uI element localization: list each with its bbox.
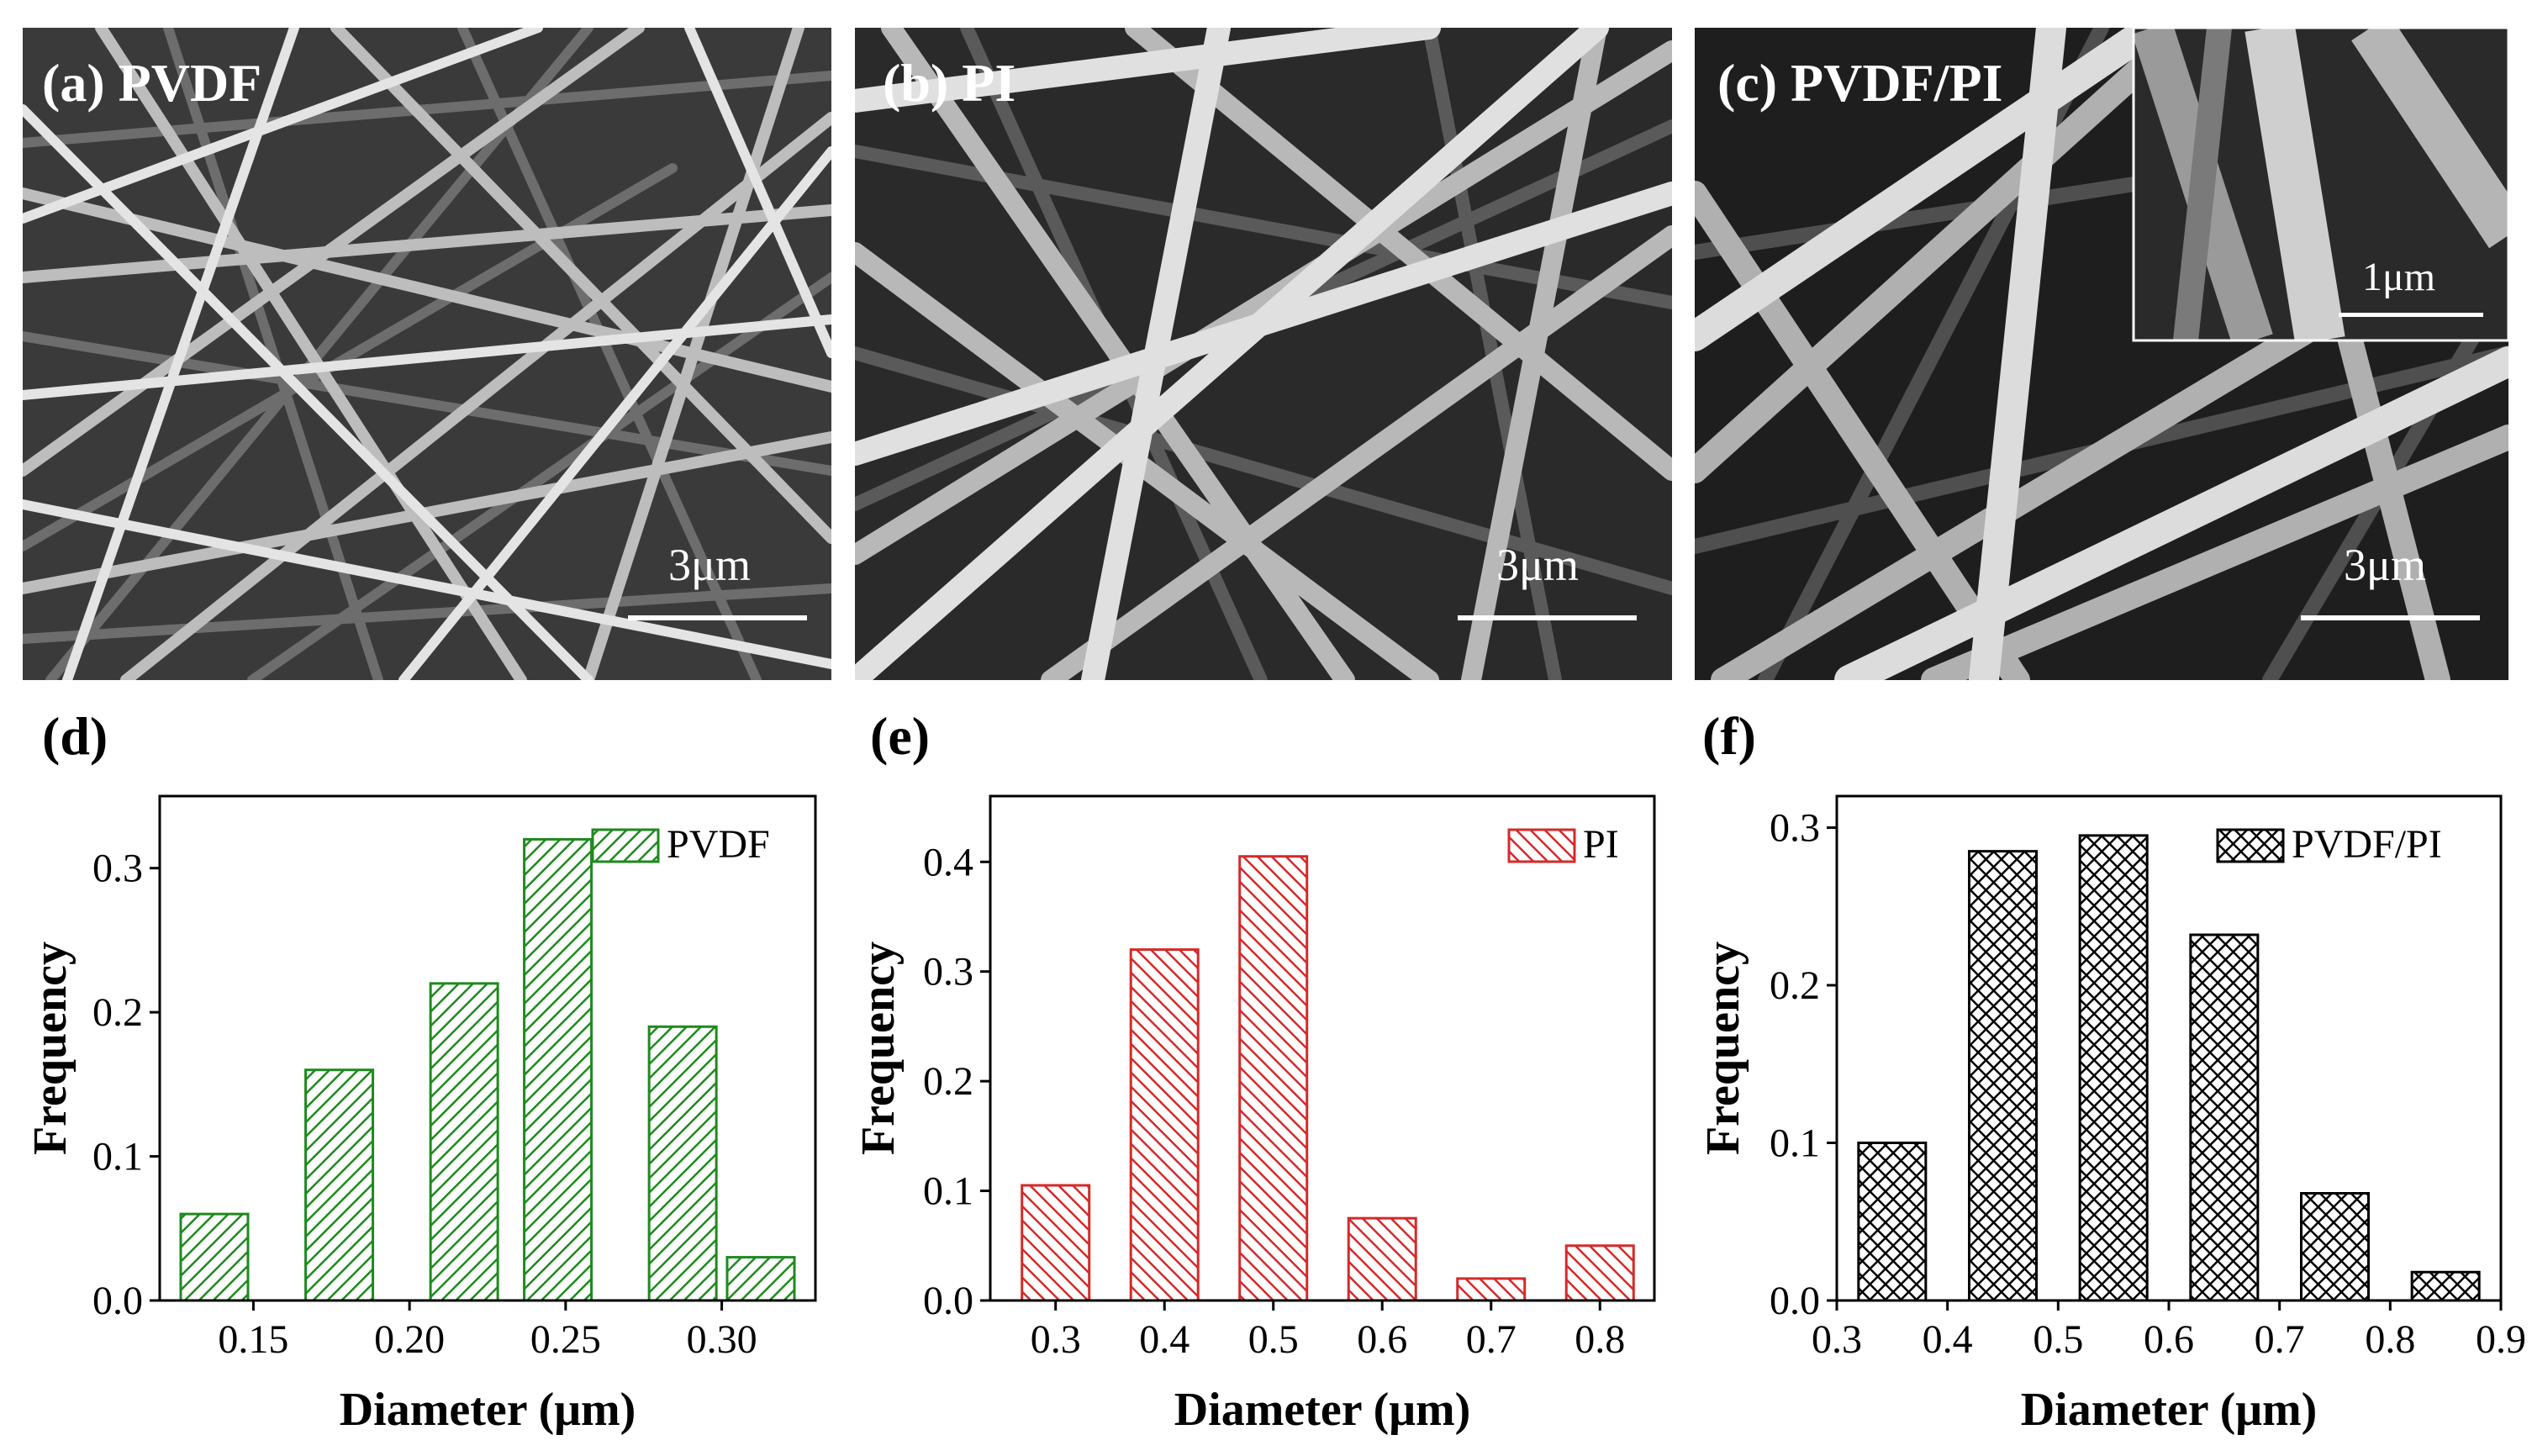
bar-f-3: [2189, 933, 2260, 1302]
y-tick-label-e-3: 0.3: [923, 950, 973, 994]
sem-label-a: (a) PVDF: [42, 53, 261, 113]
legend-f: PVDF/PI: [2216, 822, 2442, 867]
sem-image-pvdf-pi: 1μm (c) PVDF/PI 3μm: [1695, 26, 2510, 680]
sem-image-pvdf: (a) PVDF 3μm: [23, 28, 831, 680]
legend-label-d: PVDF: [667, 822, 770, 867]
scale-bar-b: [1458, 615, 1637, 620]
x-tick-label-f-0: 0.3: [1812, 1317, 1862, 1362]
y-tick-label-e-2: 0.2: [923, 1059, 973, 1104]
y-tick-label-e-0: 0.0: [923, 1279, 973, 1323]
legend-d: PVDF: [591, 822, 770, 867]
y-tick-label-f-1: 0.1: [1770, 1121, 1820, 1166]
y-tick-label-d-0: 0.0: [92, 1279, 143, 1323]
panel-letter-f: (f): [1702, 706, 1756, 766]
scale-bar-label-b: 3μm: [1496, 540, 1579, 590]
panel-letter-e: (e): [870, 706, 930, 766]
bar-e-4: [1456, 1277, 1527, 1302]
bar-f-2: [2078, 834, 2149, 1302]
plot-frame-e: [989, 794, 1656, 1302]
y-tick-label-f-0: 0.0: [1770, 1279, 1820, 1323]
sem-label-b: (b) PI: [883, 53, 1015, 113]
inset-scale-bar-label: 1μm: [2362, 255, 2435, 299]
x-tick-label-f-4: 0.7: [2255, 1317, 2305, 1362]
x-axis-title-f: Diameter (μm): [2021, 1384, 2318, 1436]
y-tick-label-e-4: 0.4: [923, 840, 973, 884]
sem-inset: 1μm: [2132, 26, 2510, 342]
x-tick-label-e-4: 0.7: [1466, 1317, 1517, 1362]
scale-bar-a: [628, 615, 807, 620]
bar-d-5: [725, 1256, 796, 1302]
bar-d-2: [429, 982, 499, 1302]
x-tick-label-e-5: 0.8: [1575, 1317, 1625, 1362]
x-tick-label-e-0: 0.3: [1031, 1317, 1081, 1362]
y-tick-label-f-3: 0.3: [1770, 806, 1820, 851]
histogram-e: 0.3 0.4 0.5 0.6 0.7 0.8 0.0 0.1 0.2 0.3 0.4 PI Dia…: [852, 794, 1656, 1436]
bar-e-0: [1021, 1184, 1091, 1302]
sem-image-pi: (b) PI 3μm: [855, 28, 1672, 680]
plot-frame-d: [158, 794, 817, 1302]
legend-label-e: PI: [1583, 822, 1619, 867]
inset-scale-bar: [2339, 313, 2483, 317]
legend-swatch-d: [591, 828, 660, 863]
bar-d-4: [647, 1025, 718, 1302]
y-tick-label-d-3: 0.3: [92, 847, 143, 891]
bar-e-1: [1129, 948, 1200, 1302]
legend-e: PI: [1507, 822, 1619, 867]
x-tick-label-f-6: 0.9: [2476, 1317, 2526, 1362]
bar-f-5: [2410, 1270, 2481, 1302]
scale-bar-label-a: 3μm: [668, 540, 751, 590]
x-axis-title-e: Diameter (μm): [1174, 1384, 1471, 1436]
bar-f-0: [1857, 1142, 1928, 1302]
y-tick-label-e-1: 0.1: [923, 1169, 973, 1214]
panel-letter-d: (d): [42, 706, 108, 766]
y-tick-label-d-1: 0.1: [92, 1135, 143, 1179]
histogram-d: 0.15 0.20 0.25 0.30 0.0 0.1 0.2 0.3 PVDF Diamet…: [24, 794, 817, 1436]
legend-swatch-e: [1507, 828, 1576, 863]
x-tick-label-d-0: 0.15: [218, 1317, 288, 1362]
x-tick-label-f-2: 0.5: [2033, 1317, 2083, 1362]
x-tick-label-e-1: 0.4: [1139, 1317, 1190, 1362]
bar-e-2: [1238, 855, 1309, 1302]
x-tick-label-d-2: 0.25: [530, 1317, 601, 1362]
histogram-f: 0.3 0.4 0.5 0.6 0.7 0.8 0.9 0.0 0.1 0.2 0.3 PVDF/P…: [1697, 794, 2526, 1436]
bar-d-1: [304, 1068, 375, 1302]
sem-label-c: (c) PVDF/PI: [1717, 53, 2002, 113]
legend-swatch-f: [2216, 828, 2285, 863]
bar-d-0: [179, 1212, 250, 1302]
scale-bar-label-c: 3μm: [2344, 540, 2426, 590]
legend-label-f: PVDF/PI: [2292, 822, 2442, 867]
bar-f-1: [1968, 850, 2038, 1302]
y-axis-title-e: Frequency: [852, 942, 905, 1155]
x-tick-label-f-3: 0.6: [2144, 1317, 2194, 1362]
x-tick-label-d-3: 0.30: [687, 1317, 757, 1362]
y-tick-label-d-2: 0.2: [92, 990, 143, 1035]
x-tick-label-f-5: 0.8: [2365, 1317, 2415, 1362]
x-tick-label-e-3: 0.6: [1357, 1317, 1407, 1362]
x-tick-label-f-1: 0.4: [1923, 1317, 1973, 1362]
x-tick-label-d-1: 0.20: [374, 1317, 445, 1362]
bar-e-5: [1564, 1244, 1635, 1302]
bar-d-3: [523, 837, 593, 1302]
scale-bar-c: [2301, 615, 2480, 620]
bar-f-4: [2300, 1192, 2370, 1302]
bar-e-3: [1347, 1216, 1417, 1302]
plot-frame-f: [1835, 794, 2503, 1302]
y-axis-title-f: Frequency: [1697, 942, 1749, 1155]
y-axis-title-d: Frequency: [24, 942, 76, 1155]
x-axis-title-d: Diameter (μm): [340, 1384, 636, 1436]
x-tick-label-e-2: 0.5: [1248, 1317, 1299, 1362]
y-tick-label-f-2: 0.2: [1770, 963, 1820, 1008]
